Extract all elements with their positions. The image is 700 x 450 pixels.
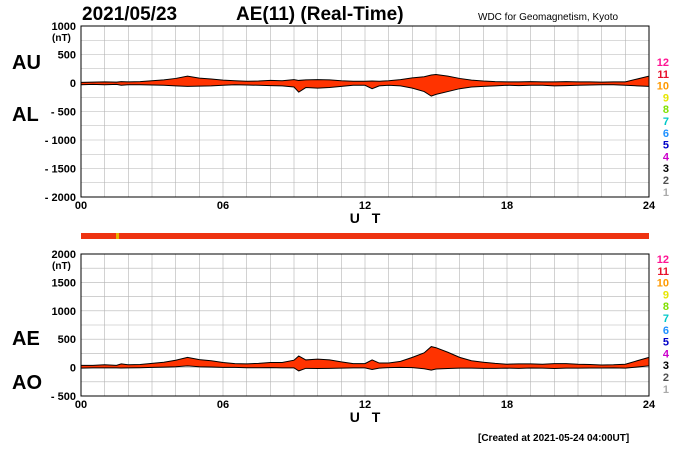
top-panel-legend-number: 4 bbox=[663, 151, 670, 163]
bottom-panel-legend-number: 8 bbox=[663, 301, 669, 313]
bottom-panel-legend-number: 12 bbox=[657, 254, 669, 266]
chart-title: AE(11) (Real-Time) bbox=[236, 4, 404, 25]
ae-ao-frame bbox=[80, 253, 650, 397]
ae-ao-ao-line bbox=[80, 365, 650, 372]
station-data-bar bbox=[81, 233, 649, 239]
station-data-mark bbox=[116, 233, 119, 239]
date-label: 2021/05/23 bbox=[82, 4, 178, 25]
ae-ao-y-tick-label: 2000 bbox=[52, 249, 76, 261]
au-al-y-tick-label: - 1000 bbox=[45, 135, 76, 147]
bottom-panel-legend-number: 9 bbox=[663, 289, 669, 301]
top-panel-legend-number: 5 bbox=[663, 140, 669, 152]
au-label: AU bbox=[12, 52, 41, 74]
au-al-x-tick-label: 24 bbox=[643, 200, 656, 212]
au-al-frame bbox=[80, 25, 650, 198]
top-panel-legend-number: 11 bbox=[657, 69, 669, 81]
unit-label-top: (nT) bbox=[52, 33, 71, 44]
top-panel-legend-number: 9 bbox=[663, 92, 669, 104]
bottom-panel-legend-number: 7 bbox=[663, 313, 669, 325]
credit-label: WDC for Geomagnetism, Kyoto bbox=[478, 12, 619, 23]
ae-ao-y-tick-label: - 500 bbox=[51, 391, 76, 403]
bottom-panel-legend-number: 2 bbox=[663, 372, 669, 384]
au-al-y-tick-label: 0 bbox=[70, 78, 76, 90]
top-panel-legend-number: 2 bbox=[663, 175, 669, 187]
unit-label-bottom: (nT) bbox=[52, 261, 71, 272]
ae-ao-x-tick-label: 06 bbox=[217, 399, 229, 411]
top-panel-legend-number: 12 bbox=[657, 57, 669, 69]
top-panel-legend-number: 6 bbox=[663, 128, 669, 140]
ae-ao-ae-line bbox=[81, 346, 650, 366]
ae-label: AE bbox=[12, 328, 40, 350]
bottom-panel-legend-number: 10 bbox=[657, 278, 669, 290]
au-al-x-tick-label: 18 bbox=[501, 200, 513, 212]
ae-ao-x-tick-label: 24 bbox=[643, 399, 656, 411]
ae-ao-ae-ao-area bbox=[81, 346, 649, 371]
au-al-x-tick-label: 00 bbox=[75, 200, 87, 212]
ae-ao-x-tick-label: 00 bbox=[75, 399, 87, 411]
au-al-y-tick-label: - 2000 bbox=[45, 192, 76, 204]
au-al-y-tick-label: - 500 bbox=[51, 107, 76, 119]
ae-ao-y-tick-label: 1500 bbox=[52, 277, 76, 289]
au-al-y-tick-label: - 1500 bbox=[45, 164, 76, 176]
au-al-y-tick-label: 1000 bbox=[52, 21, 76, 33]
bottom-panel-legend-number: 11 bbox=[657, 266, 669, 278]
au-al-x-tick-label: 06 bbox=[217, 200, 229, 212]
ae-ao-y-tick-label: 1000 bbox=[52, 306, 76, 318]
bottom-panel-legend-number: 1 bbox=[663, 384, 669, 396]
ao-label: AO bbox=[12, 372, 42, 394]
top-panel-legend-number: 7 bbox=[663, 116, 669, 128]
au-al-y-tick-label: 500 bbox=[58, 50, 76, 62]
au-al-x-tick-label: 12 bbox=[359, 200, 371, 212]
ae-ao-y-tick-label: 500 bbox=[58, 334, 76, 346]
ae-ao-x-tick-label: 18 bbox=[501, 399, 513, 411]
top-panel-legend-number: 1 bbox=[663, 187, 669, 199]
bottom-panel-legend-number: 5 bbox=[663, 337, 669, 349]
top-panel-legend-number: 10 bbox=[657, 81, 669, 93]
al-label: AL bbox=[12, 104, 39, 126]
au-al-al-line bbox=[80, 83, 650, 97]
au-al-au-line bbox=[80, 73, 650, 83]
bottom-panel-legend-number: 6 bbox=[663, 325, 669, 337]
ae-ao-y-tick-label: 0 bbox=[70, 363, 76, 375]
top-panel-legend-number: 8 bbox=[663, 104, 669, 116]
ae-ao-x-tick-label: 12 bbox=[359, 399, 371, 411]
created-timestamp: [Created at 2021-05-24 04:00UT] bbox=[478, 433, 630, 444]
au-al-x-axis-label: U T bbox=[350, 210, 385, 226]
top-panel-legend-number: 3 bbox=[663, 163, 669, 175]
bottom-panel-legend-number: 4 bbox=[663, 348, 670, 360]
bottom-panel-legend-number: 3 bbox=[663, 360, 669, 372]
ae-ao-x-axis-label: U T bbox=[350, 409, 385, 425]
